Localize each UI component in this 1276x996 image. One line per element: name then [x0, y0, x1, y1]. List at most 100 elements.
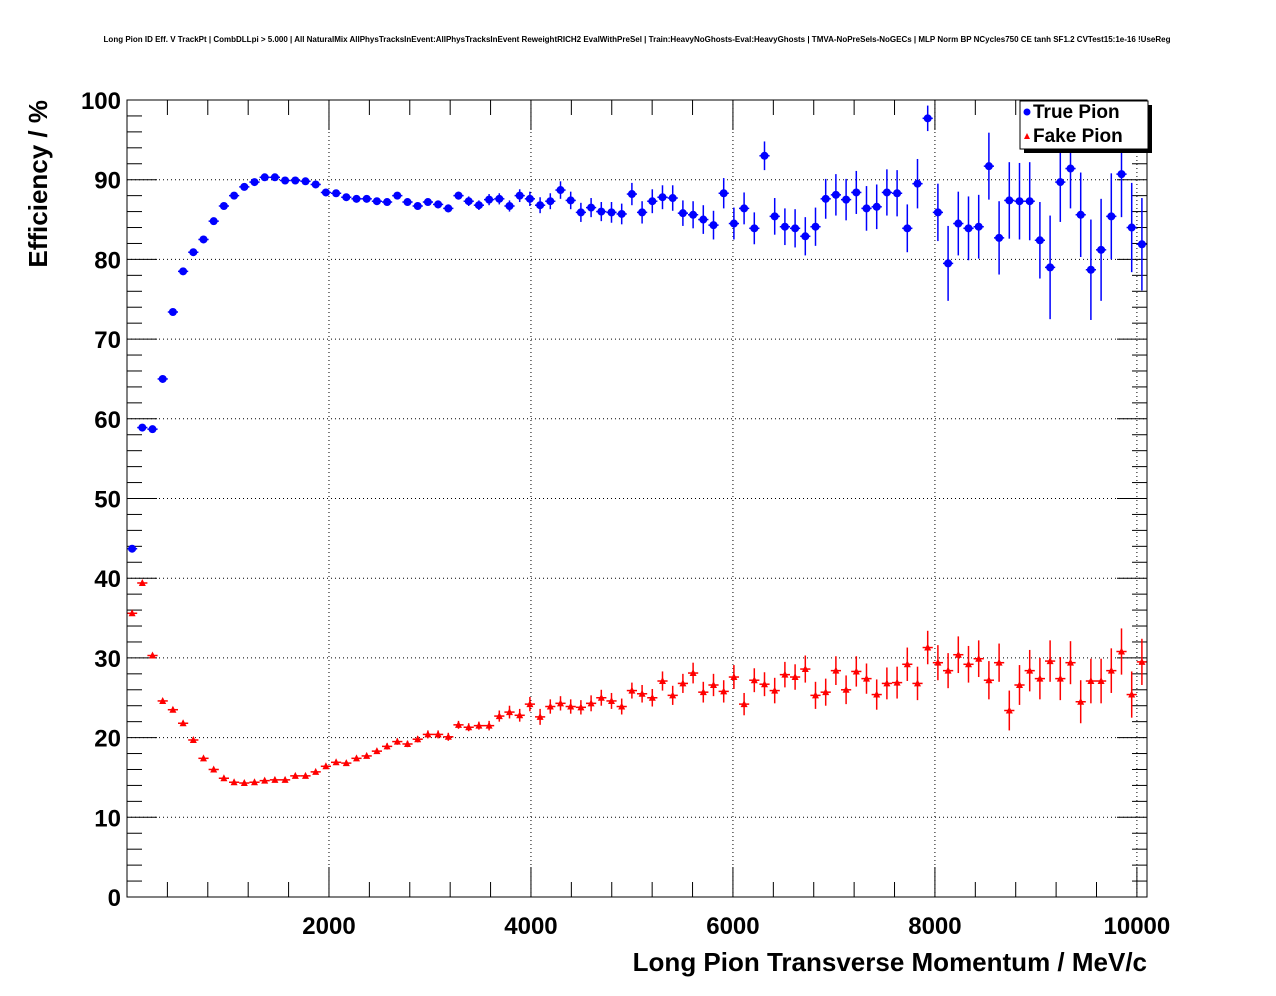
y-axis-title: Efficiency / %	[23, 100, 53, 268]
data-point	[730, 673, 738, 681]
data-point	[546, 197, 555, 206]
data-point	[219, 202, 228, 211]
data-point	[924, 643, 932, 651]
data-point	[424, 730, 432, 738]
data-point	[383, 742, 391, 750]
data-point	[526, 700, 534, 708]
data-point	[1137, 240, 1146, 249]
data-point	[842, 685, 850, 693]
data-point	[1107, 212, 1116, 221]
data-point	[1097, 245, 1106, 254]
data-point	[363, 751, 371, 759]
data-point	[332, 758, 340, 766]
data-point	[882, 188, 891, 197]
data-point	[485, 721, 493, 729]
data-point	[821, 194, 830, 203]
data-point	[985, 676, 993, 684]
data-series	[127, 105, 1147, 787]
data-point	[863, 674, 870, 682]
data-point	[302, 771, 309, 779]
grid-lines	[127, 100, 1147, 897]
data-point	[944, 666, 952, 674]
data-point	[159, 696, 167, 704]
data-point	[270, 173, 279, 182]
data-point	[975, 654, 983, 662]
y-tick-label: 60	[94, 407, 121, 434]
series-fake-pion	[127, 578, 1147, 787]
data-point	[474, 201, 483, 210]
data-point	[669, 691, 677, 699]
data-point	[729, 219, 738, 228]
data-point	[964, 224, 973, 233]
data-point	[209, 217, 218, 226]
data-point	[230, 778, 238, 786]
data-point	[903, 224, 912, 233]
legend-fake-pion-label: Fake Pion	[1033, 126, 1123, 147]
data-point	[1067, 658, 1074, 666]
data-point	[505, 202, 514, 211]
data-point	[1046, 263, 1055, 272]
data-point	[220, 774, 228, 782]
data-point	[403, 198, 412, 207]
data-point	[1118, 647, 1125, 655]
data-point	[933, 208, 942, 217]
data-point	[801, 232, 810, 241]
data-point	[383, 198, 392, 207]
data-point	[1056, 674, 1064, 682]
data-point	[638, 689, 646, 697]
y-tick-label: 20	[94, 726, 121, 753]
data-point	[771, 686, 779, 694]
data-point	[903, 660, 911, 668]
data-point	[475, 721, 483, 729]
data-point	[668, 194, 677, 203]
data-point	[138, 423, 147, 432]
data-point	[158, 374, 167, 383]
data-point	[444, 732, 452, 740]
data-point	[873, 690, 881, 698]
data-point	[200, 754, 207, 762]
data-point	[750, 224, 759, 233]
data-point	[454, 191, 463, 200]
data-point	[413, 202, 422, 211]
legend-fake-pion-marker	[1024, 133, 1030, 139]
data-point	[770, 212, 779, 221]
data-point	[1005, 706, 1013, 714]
data-point	[240, 779, 248, 787]
data-point	[831, 190, 840, 199]
data-point	[281, 775, 289, 783]
data-point	[1015, 197, 1024, 206]
data-point	[822, 688, 830, 696]
data-point	[597, 693, 605, 701]
data-point	[393, 737, 401, 745]
y-tick-label: 80	[94, 247, 121, 274]
data-point	[260, 173, 269, 182]
data-point	[913, 179, 922, 188]
data-point	[577, 703, 585, 711]
data-point	[261, 776, 269, 784]
data-point	[1056, 178, 1065, 187]
data-point	[230, 191, 239, 200]
data-point	[312, 767, 320, 775]
data-point	[781, 670, 789, 678]
y-tick-label: 100	[81, 88, 121, 115]
data-point	[149, 651, 156, 659]
data-point	[1066, 164, 1075, 173]
data-point	[995, 658, 1003, 666]
y-tick-label: 30	[94, 646, 121, 673]
data-point	[812, 691, 819, 699]
data-point	[760, 151, 769, 160]
data-point	[404, 739, 411, 747]
x-tick-label: 4000	[504, 913, 557, 940]
data-point	[761, 680, 768, 688]
data-point	[128, 609, 136, 617]
data-point	[291, 176, 300, 185]
data-point	[1086, 265, 1095, 274]
data-point	[557, 699, 564, 707]
data-point	[516, 711, 524, 719]
data-point	[791, 673, 799, 681]
y-tick-label: 10	[94, 805, 121, 832]
y-tick-label: 90	[94, 168, 121, 195]
data-point	[536, 712, 544, 720]
data-point	[372, 197, 381, 206]
